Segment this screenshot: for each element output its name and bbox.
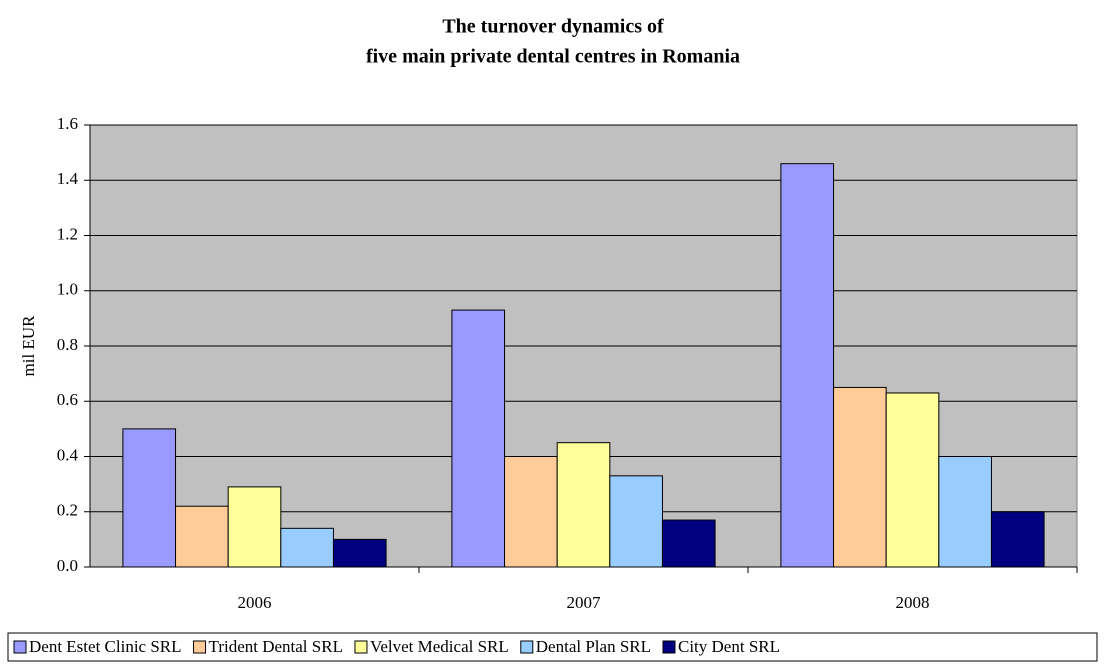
legend [7, 632, 1098, 662]
bar [885, 392, 940, 568]
bar [332, 538, 387, 568]
y-tick-label: 0.2 [57, 501, 78, 520]
y-tick-label: 0.6 [57, 390, 78, 409]
bar [833, 386, 887, 568]
x-tick-label: 2007 [567, 593, 602, 612]
y-tick-label: 0.0 [57, 556, 78, 575]
y-tick-label: 1.6 [57, 114, 78, 133]
legend-label: City Dent SRL [678, 637, 780, 656]
legend-swatch [13, 640, 27, 654]
x-tick-label: 2006 [238, 593, 272, 612]
bar [661, 519, 716, 568]
bar [556, 442, 611, 568]
legend-swatch [520, 640, 534, 654]
bar [938, 456, 992, 568]
bar [780, 163, 835, 568]
x-tick-label: 2008 [896, 593, 930, 612]
legend-label: Dental Plan SRL [536, 637, 651, 656]
chart-title: five main private dental centres in Roma… [366, 46, 740, 68]
y-tick-label: 0.8 [57, 335, 78, 354]
legend-swatch [662, 640, 676, 654]
bar [990, 511, 1045, 568]
bar [122, 428, 177, 568]
bar [504, 456, 558, 568]
legend-swatch [354, 640, 368, 654]
y-axis-label: mil EUR [19, 315, 38, 377]
bar [175, 505, 229, 568]
bar [451, 309, 506, 568]
legend-swatch [193, 640, 207, 654]
bar [609, 475, 663, 568]
bar [280, 527, 334, 568]
legend-label: Trident Dental SRL [209, 637, 343, 656]
y-tick-label: 1.2 [57, 224, 78, 243]
legend-label: Velvet Medical SRL [370, 637, 509, 656]
bar [227, 486, 282, 568]
y-tick-label: 1.0 [57, 280, 78, 299]
chart-title: The turnover dynamics of [442, 16, 664, 38]
y-tick-label: 1.4 [57, 169, 79, 188]
legend-label: Dent Estet Clinic SRL [29, 637, 182, 656]
y-tick-label: 0.4 [57, 445, 79, 464]
